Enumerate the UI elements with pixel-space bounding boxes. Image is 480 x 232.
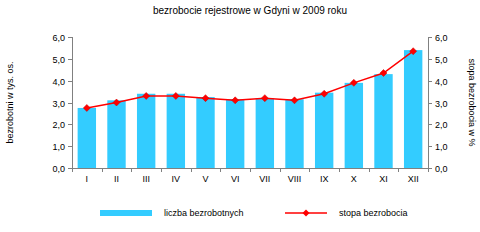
y2-tick-label: 6,0	[435, 33, 448, 43]
x-tick-label: II	[114, 174, 119, 184]
y-tick	[68, 59, 72, 60]
y2-tick-label: 4,0	[435, 77, 448, 87]
legend: liczba bezrobotnych stopa bezrobocia	[100, 208, 408, 218]
bar	[345, 83, 363, 168]
y-tick-label: 6,0	[52, 33, 65, 43]
marker	[202, 95, 209, 102]
legend-marker	[303, 210, 310, 217]
bar	[107, 100, 125, 168]
x-tick-label: IV	[172, 174, 181, 184]
bar	[196, 97, 214, 168]
y-tick	[68, 124, 72, 125]
x-tick-label: IX	[320, 174, 329, 184]
x-tick-label: XII	[408, 174, 419, 184]
marker	[261, 95, 268, 102]
legend-swatch	[100, 210, 152, 216]
y2-axis	[428, 37, 429, 168]
x-tick-label: V	[202, 174, 208, 184]
y-tick	[68, 37, 72, 38]
marker	[143, 92, 150, 99]
y-tick-label: 3,0	[52, 99, 65, 109]
marker	[321, 90, 328, 97]
marker	[350, 79, 357, 86]
y2-axis-label: stopa bezrobocia w %	[467, 58, 477, 146]
marker	[172, 92, 179, 99]
x-tick-label: X	[351, 174, 357, 184]
bar	[226, 99, 244, 168]
marker	[83, 104, 90, 111]
bar	[374, 74, 392, 168]
y-tick-label: 1,0	[52, 142, 65, 152]
y-tick	[68, 103, 72, 104]
legend-label: stopa bezrobocia	[339, 208, 408, 218]
bar	[256, 98, 274, 168]
bar	[167, 94, 185, 168]
marker	[291, 97, 298, 104]
bar	[285, 99, 303, 168]
x-tick-label: XI	[379, 174, 388, 184]
x-tick-label: VII	[259, 174, 270, 184]
y2-tick-label: 3,0	[435, 99, 448, 109]
y2-tick-label: 1,0	[435, 142, 448, 152]
line	[87, 51, 413, 108]
bar	[78, 108, 96, 168]
x-tick-label: VI	[231, 174, 240, 184]
y-tick	[68, 81, 72, 82]
marker	[113, 99, 120, 106]
bar	[404, 50, 422, 168]
x-tick-label: I	[86, 174, 89, 184]
x-tick-label: III	[142, 174, 150, 184]
marker	[410, 48, 417, 55]
y2-tick-label: 5,0	[435, 55, 448, 65]
marker	[232, 97, 239, 104]
plot-area	[78, 48, 423, 168]
title: bezrobocie rejestrowe w Gdyni w 2009 rok…	[153, 5, 347, 16]
legend-label: liczba bezrobotnych	[164, 208, 244, 218]
bar	[315, 93, 333, 168]
y-tick-label: 4,0	[52, 77, 65, 87]
y2-tick-label: 2,0	[435, 120, 448, 130]
y-axis	[72, 37, 73, 168]
y-tick-label: 0,0	[52, 164, 65, 174]
y-axis-label: bezrobotni w tys. os.	[5, 61, 15, 143]
bar	[137, 94, 155, 168]
marker	[380, 70, 387, 77]
y-tick-label: 2,0	[52, 120, 65, 130]
y-tick	[68, 146, 72, 147]
x-axis	[72, 168, 429, 169]
y2-tick-label: 0,0	[435, 164, 448, 174]
x-tick-label: VIII	[288, 174, 302, 184]
y-tick-label: 5,0	[52, 55, 65, 65]
chart: bezrobocie rejestrowe w Gdyni w 2009 rok…	[0, 0, 480, 232]
y-tick	[68, 168, 72, 169]
